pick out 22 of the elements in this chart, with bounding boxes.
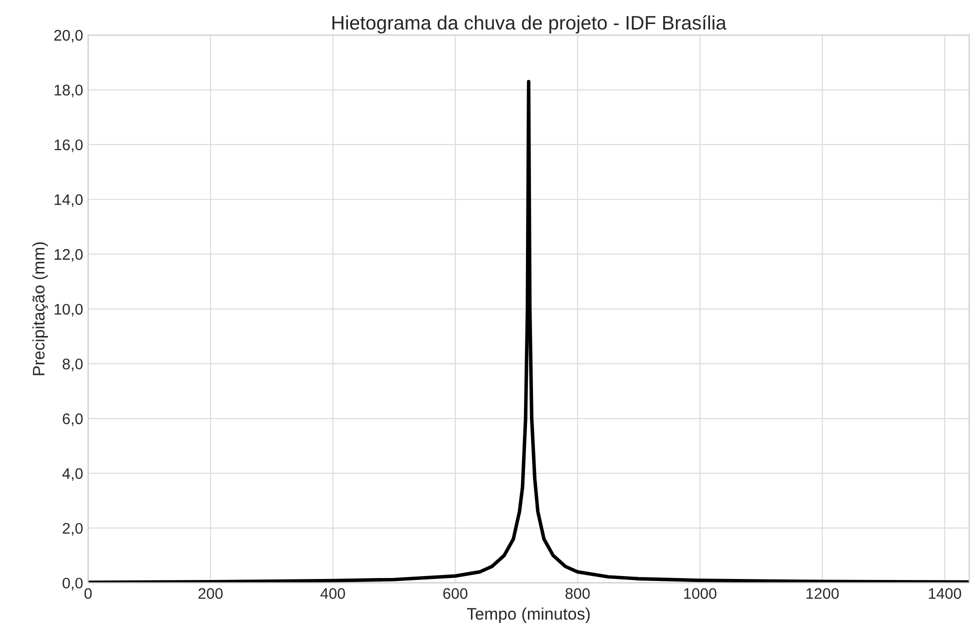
- x-tick-label: 0: [84, 588, 92, 599]
- x-tick-label: 800: [566, 588, 590, 599]
- x-tick-label: 1200: [806, 588, 839, 599]
- x-tick-label: 1000: [684, 588, 716, 599]
- y-tick-label: 2,0: [62, 522, 83, 536]
- y-tick-label: 6,0: [62, 413, 83, 426]
- y-tick-label: 8,0: [62, 358, 83, 372]
- x-tick-label: 1400: [928, 588, 962, 599]
- y-tick-label: 4,0: [62, 468, 83, 481]
- x-tick-label: 400: [320, 588, 346, 599]
- y-tick-label: 10,0: [54, 304, 83, 316]
- y-tick-label: 20,0: [54, 30, 83, 43]
- chart-title: Hietograma da chuva de projeto - IDF Brasília: [332, 15, 726, 34]
- y-tick-label: 14,0: [54, 194, 83, 207]
- y-tick-label: 18,0: [54, 84, 83, 98]
- x-tick-label: 600: [443, 588, 468, 599]
- y-axis-title: Precipitação (mm): [32, 242, 48, 376]
- x-axis-title: Tempo (minutos): [466, 608, 590, 624]
- x-tick-label: 200: [198, 588, 223, 599]
- y-tick-label: 0,0: [62, 578, 83, 590]
- y-tick-label: 16,0: [54, 139, 83, 152]
- y-tick-label: 12,0: [54, 249, 83, 262]
